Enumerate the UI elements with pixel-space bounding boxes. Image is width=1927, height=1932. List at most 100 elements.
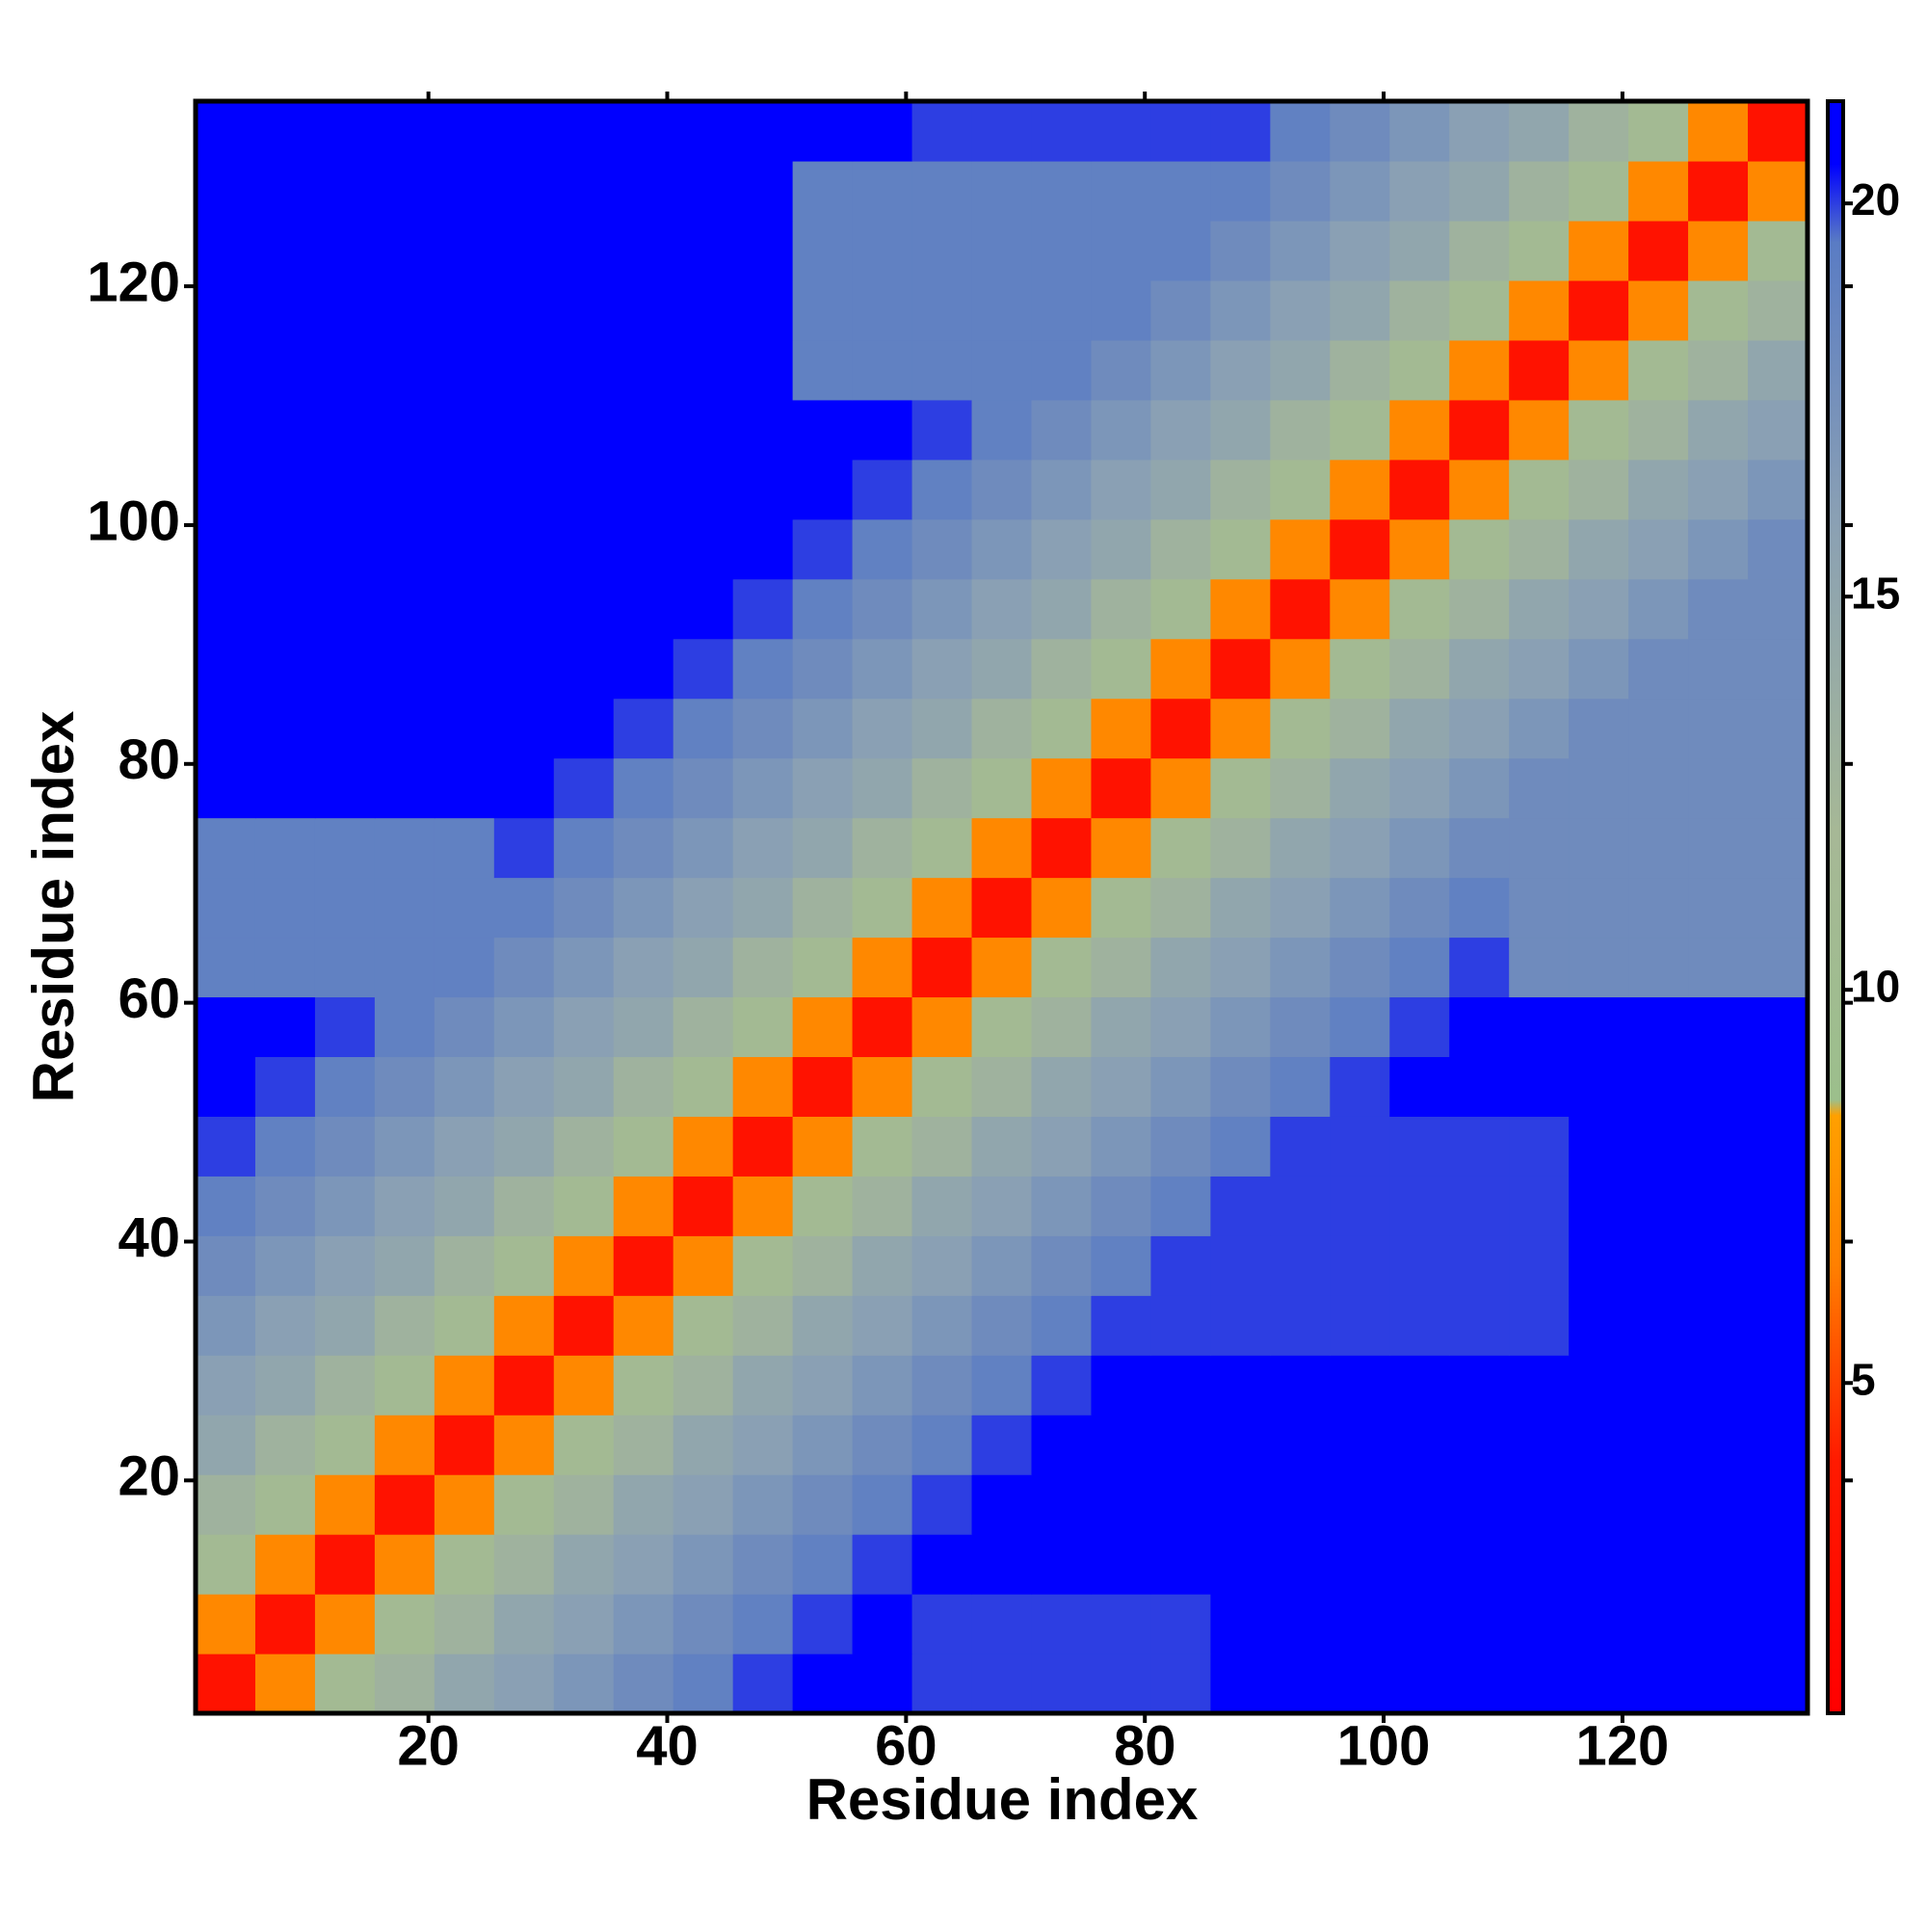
heatmap-cell xyxy=(613,578,674,640)
heatmap-cell xyxy=(254,1116,316,1177)
heatmap-cell xyxy=(1091,1295,1152,1356)
heatmap-cell xyxy=(493,1355,555,1416)
heatmap-cell xyxy=(1091,1534,1152,1595)
heatmap-cell xyxy=(374,220,436,281)
heatmap-cell xyxy=(434,160,495,222)
heatmap-cell xyxy=(911,877,973,939)
heatmap-cell xyxy=(374,817,436,879)
heatmap-cell xyxy=(493,160,555,222)
heatmap-cell xyxy=(493,399,555,461)
heatmap-cell xyxy=(1270,1654,1331,1714)
heatmap-cell xyxy=(1509,1654,1570,1714)
heatmap-cell xyxy=(254,1474,316,1535)
heatmap-cell xyxy=(434,220,495,281)
heatmap-cell xyxy=(732,1594,794,1654)
heatmap-cell xyxy=(971,220,1033,281)
heatmap-cell xyxy=(1270,339,1331,401)
heatmap-cell xyxy=(1210,1176,1271,1236)
heatmap-cell xyxy=(1509,339,1570,401)
colorbar-tick-label: 15 xyxy=(1851,568,1900,618)
heatmap-cell xyxy=(1509,1355,1570,1416)
heatmap-cell xyxy=(493,459,555,520)
heatmap-cell xyxy=(971,518,1033,580)
heatmap-cell xyxy=(1330,220,1390,281)
heatmap-cell xyxy=(852,1654,913,1714)
heatmap-cell xyxy=(613,1056,674,1117)
heatmap-cell xyxy=(1389,459,1450,520)
plot-frame xyxy=(193,98,1810,1716)
heatmap-cell xyxy=(852,1474,913,1535)
heatmap-cell xyxy=(613,1176,674,1236)
heatmap-cell xyxy=(732,1056,794,1117)
heatmap-cell xyxy=(732,1235,794,1296)
heatmap-cell xyxy=(196,1176,256,1236)
heatmap-cell xyxy=(852,1295,913,1356)
heatmap-cell xyxy=(1389,1594,1450,1654)
heatmap-cell xyxy=(613,877,674,939)
heatmap-cell xyxy=(434,1056,495,1117)
heatmap-cell xyxy=(1569,1654,1629,1714)
heatmap-cell xyxy=(1330,279,1390,341)
heatmap-cell xyxy=(314,1415,376,1475)
heatmap-cell xyxy=(1270,638,1331,700)
heatmap-cell xyxy=(852,1534,913,1595)
heatmap-cell xyxy=(1509,638,1570,700)
heatmap-cell xyxy=(911,937,973,998)
heatmap-cell xyxy=(1330,817,1390,879)
heatmap-cell xyxy=(1628,578,1689,640)
heatmap-cell xyxy=(1509,160,1570,222)
heatmap-cell xyxy=(1688,399,1749,461)
heatmap-cell xyxy=(314,1235,376,1296)
heatmap-cell xyxy=(1330,578,1390,640)
heatmap-cell xyxy=(493,518,555,580)
heatmap-cell xyxy=(314,339,376,401)
heatmap-cell xyxy=(1509,1116,1570,1177)
heatmap-cell xyxy=(1031,279,1093,341)
heatmap-cell xyxy=(792,1056,854,1117)
heatmap-cell xyxy=(1091,279,1152,341)
heatmap-cell xyxy=(1509,279,1570,341)
heatmap-cell xyxy=(613,101,674,162)
heatmap-cell xyxy=(1688,877,1749,939)
heatmap-cell xyxy=(314,160,376,222)
heatmap-cell xyxy=(1091,101,1152,162)
heatmap-cell xyxy=(1569,1594,1629,1654)
heatmap-cell xyxy=(732,518,794,580)
heatmap-cell xyxy=(553,578,615,640)
heatmap-cell xyxy=(911,339,973,401)
heatmap-cell xyxy=(673,101,734,162)
heatmap-cell xyxy=(1150,1355,1211,1416)
heatmap-cell xyxy=(1150,1474,1211,1535)
heatmap-cell xyxy=(1509,1594,1570,1654)
heatmap-cell xyxy=(1031,1415,1093,1475)
heatmap-cell xyxy=(553,459,615,520)
heatmap-cell xyxy=(1270,1056,1331,1117)
heatmap-cell xyxy=(613,459,674,520)
heatmap-cell xyxy=(1509,1056,1570,1117)
heatmap-cell xyxy=(254,578,316,640)
heatmap-cell xyxy=(1748,399,1808,461)
heatmap-cell xyxy=(1031,101,1093,162)
heatmap-cell xyxy=(613,518,674,580)
heatmap-cell xyxy=(732,279,794,341)
heatmap-cell xyxy=(971,1056,1033,1117)
heatmap-cell xyxy=(1509,877,1570,939)
heatmap-cell xyxy=(1091,1116,1152,1177)
heatmap-cell xyxy=(1330,1474,1390,1535)
heatmap-cell xyxy=(1509,1176,1570,1236)
heatmap-cell xyxy=(196,1056,256,1117)
heatmap-cell xyxy=(911,1654,973,1714)
heatmap-cell xyxy=(553,339,615,401)
heatmap-cell xyxy=(374,1176,436,1236)
heatmap-cell xyxy=(1389,220,1450,281)
heatmap-cell xyxy=(1449,578,1510,640)
heatmap-cell xyxy=(254,1654,316,1714)
heatmap-cell xyxy=(1210,1295,1271,1356)
heatmap-cell xyxy=(1569,101,1629,162)
heatmap-cell xyxy=(1569,1235,1629,1296)
heatmap-cell xyxy=(314,1355,376,1416)
heatmap-cell xyxy=(1091,698,1152,759)
heatmap-cell xyxy=(196,1355,256,1416)
heatmap-cell xyxy=(1330,160,1390,222)
heatmap-cell xyxy=(732,160,794,222)
